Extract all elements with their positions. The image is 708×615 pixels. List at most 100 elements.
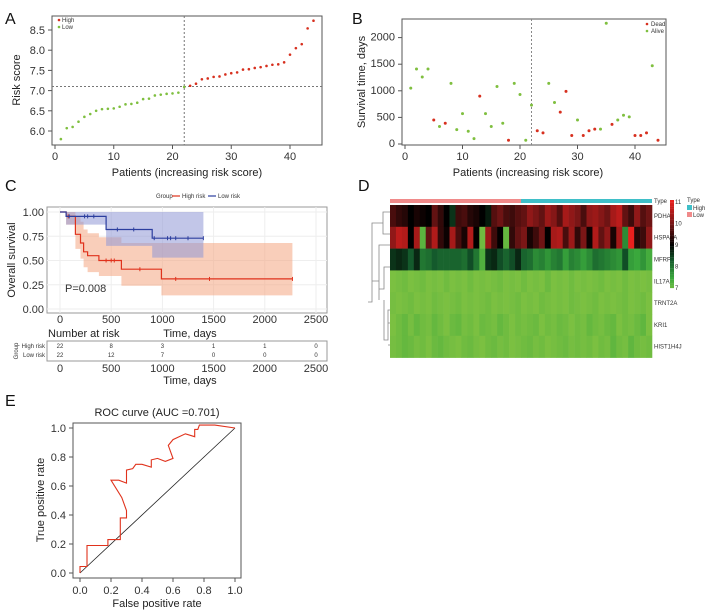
heatmap-cell <box>515 270 522 293</box>
risk-point <box>271 63 274 67</box>
legend-marker <box>57 25 61 29</box>
color-scale-segment <box>670 285 674 289</box>
x-tick-label: 2500 <box>304 314 328 326</box>
x-tick-label: 10 <box>456 151 468 163</box>
heatmap-cell <box>586 205 593 228</box>
color-scale-segment <box>670 241 674 245</box>
survival-point <box>610 122 614 126</box>
heatmap-cell <box>610 248 617 271</box>
color-scale-segment <box>670 266 674 269</box>
legend-label: High <box>62 18 74 24</box>
x-tick-label: 0.0 <box>72 585 87 597</box>
color-scale-segment <box>670 217 674 220</box>
y-tick-label: 0.25 <box>23 280 44 292</box>
heatmap-cell <box>395 314 403 337</box>
heatmap-cell <box>580 270 587 293</box>
y-tick-label: 0.2 <box>51 539 66 551</box>
heatmap-dendrogram <box>368 211 390 346</box>
heatmap-cell <box>532 335 540 358</box>
heatmap-cell <box>574 270 581 293</box>
panel-label-a: A <box>5 11 16 28</box>
heatmap-cell <box>437 270 444 293</box>
heatmap-cell <box>604 314 611 337</box>
plot-frame <box>72 422 242 579</box>
heatmap-cell <box>562 248 569 271</box>
legend-marker <box>645 29 649 33</box>
heatmap-cell <box>455 270 462 293</box>
x-axis-label: False positive rate <box>112 598 201 610</box>
heatmap-cell <box>449 270 456 293</box>
color-scale-segment <box>670 259 674 262</box>
heatmap-cell <box>622 292 629 315</box>
heatmap-cell <box>616 270 623 293</box>
color-scale-segment <box>670 202 674 205</box>
risk-point <box>59 137 63 141</box>
heatmap-cell <box>574 226 581 249</box>
risk-x-tick-label: 500 <box>102 363 120 375</box>
heatmap-cell <box>628 270 635 293</box>
heatmap-cell <box>425 248 432 271</box>
survival-point <box>616 118 620 122</box>
risk-point <box>212 75 215 79</box>
panel-label-c: C <box>5 178 17 195</box>
heatmap-cell <box>455 314 462 337</box>
heatmap-cell <box>407 314 415 337</box>
risk-table-axis-title: Group <box>14 342 20 359</box>
heatmap-cell <box>407 205 415 228</box>
survival-point <box>639 133 643 137</box>
survival-point <box>472 137 476 141</box>
heatmap-cell <box>592 248 599 271</box>
heatmap-cell <box>580 292 587 315</box>
heatmap-cell <box>556 335 563 358</box>
heatmap-cell <box>598 314 605 337</box>
heatmap-cell <box>604 248 611 271</box>
heatmap-cell <box>544 226 552 249</box>
heatmap-cell <box>556 248 563 271</box>
survival-point <box>650 64 654 68</box>
heatmap-cell <box>568 205 575 228</box>
heatmap-cell <box>586 314 593 337</box>
heatmap-cell <box>443 248 450 271</box>
y-tick-label: 6.0 <box>30 126 45 138</box>
gene-label: KRI1 <box>654 323 668 329</box>
risk-point <box>300 42 304 46</box>
heatmap-cell <box>407 270 415 293</box>
heatmap-cell <box>646 205 653 228</box>
heatmap-cell <box>521 270 528 293</box>
heatmap-cell <box>413 335 421 358</box>
heatmap-cell <box>532 248 540 271</box>
type-legend-label: Low <box>693 213 705 219</box>
risk-point <box>88 112 92 116</box>
heatmap-cell <box>431 335 438 358</box>
heatmap-cell <box>401 270 409 293</box>
color-scale-segment <box>670 200 674 203</box>
heatmap-cell <box>395 205 403 228</box>
heatmap-cell <box>562 205 569 228</box>
heatmap-cell <box>455 226 462 249</box>
risk-table-cell: 22 <box>57 353 64 359</box>
heatmap-cell <box>491 292 498 315</box>
heatmap-cell <box>503 314 510 337</box>
color-scale-segment <box>670 261 674 264</box>
survival-point <box>645 131 648 135</box>
survival-point <box>558 110 562 114</box>
x-tick-label: 0.6 <box>165 585 180 597</box>
heatmap-cell <box>526 248 534 271</box>
heatmap-cell <box>604 335 611 358</box>
y-tick-label: 0 <box>389 138 395 150</box>
heatmap-cell <box>413 292 421 315</box>
x-axis-label: Patients (increasing risk score) <box>453 167 603 179</box>
heatmap-cell <box>419 314 427 337</box>
color-scale-segment <box>670 279 674 282</box>
heatmap-cell <box>449 226 456 249</box>
heatmap-cell <box>521 335 528 358</box>
color-scale-segment <box>670 239 674 242</box>
heatmap-cell <box>497 335 504 358</box>
y-tick-label: 7.0 <box>30 86 45 98</box>
heatmap-cell <box>592 335 599 358</box>
y-tick-label: 1.0 <box>51 423 66 435</box>
risk-x-tick-label: 2500 <box>304 363 328 375</box>
heatmap-cell <box>443 226 450 249</box>
color-scale-segment <box>670 268 674 271</box>
heatmap-cell <box>431 292 438 315</box>
